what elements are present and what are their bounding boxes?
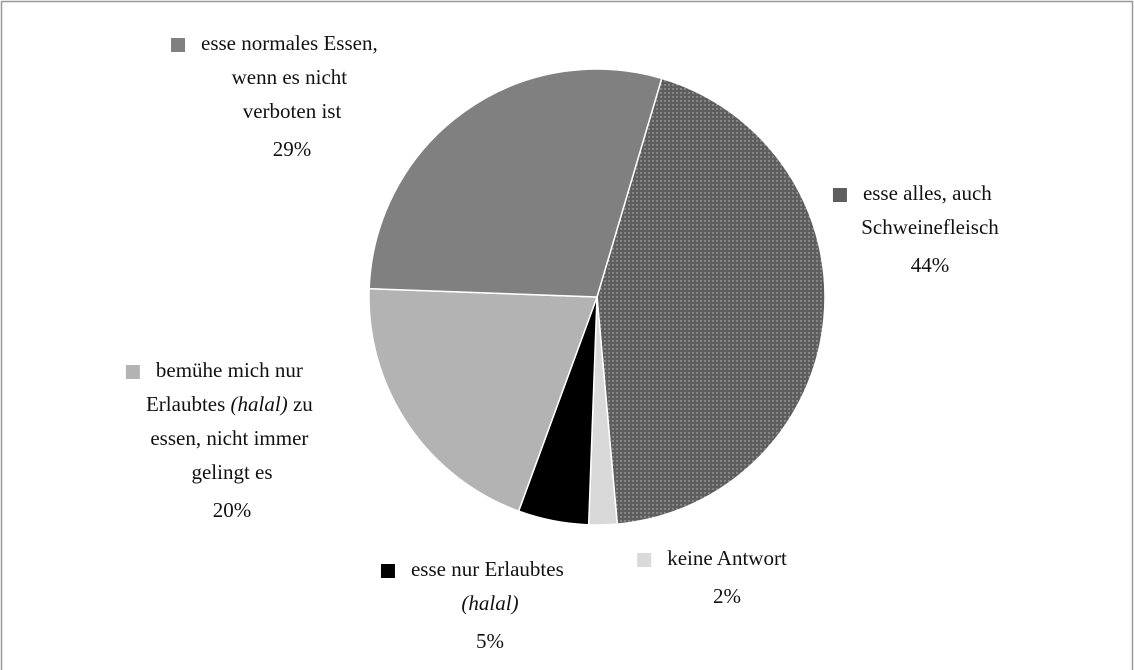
slice-pattern bbox=[597, 78, 825, 525]
value-label: 44% bbox=[911, 253, 950, 277]
legend-swatch bbox=[380, 564, 395, 578]
value-label: 20% bbox=[213, 498, 252, 522]
pie-slice bbox=[368, 68, 663, 298]
slice-label: keine Antwort bbox=[667, 546, 787, 570]
legend-swatch bbox=[637, 553, 652, 567]
slice-label: bemühe mich nur Erlaubtes (halal) zu ess… bbox=[146, 358, 318, 484]
legend-swatch bbox=[832, 188, 847, 202]
pie-slice bbox=[368, 287, 599, 513]
slice-label: esse normales Essen, wenn es nicht verbo… bbox=[201, 31, 383, 123]
slice-label: esse alles, auch Schweinefleisch bbox=[861, 181, 999, 239]
value-label: 5% bbox=[476, 629, 504, 653]
value-label: 2% bbox=[713, 584, 741, 608]
value-label: 29% bbox=[273, 137, 312, 161]
legend-swatch bbox=[125, 365, 140, 379]
legend-swatch bbox=[171, 38, 186, 52]
slice-label: esse nur Erlaubtes (halal) bbox=[411, 557, 569, 615]
